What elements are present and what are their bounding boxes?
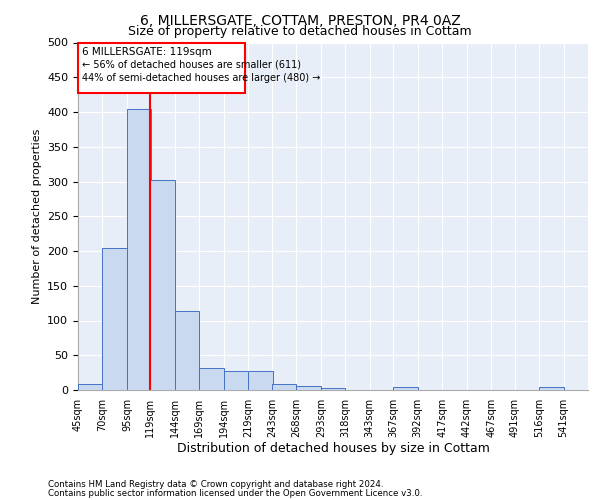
X-axis label: Distribution of detached houses by size in Cottam: Distribution of detached houses by size … (176, 442, 490, 456)
Bar (224, 371, 248, 390)
Text: 6 MILLERSGATE: 119sqm: 6 MILLERSGATE: 119sqm (82, 46, 212, 56)
Bar (103, 248, 127, 390)
Text: Contains public sector information licensed under the Open Government Licence v3: Contains public sector information licen… (48, 488, 422, 498)
FancyBboxPatch shape (78, 42, 245, 92)
Bar (321, 388, 345, 390)
Bar (127, 108, 151, 390)
Bar (539, 386, 563, 390)
Text: Contains HM Land Registry data © Crown copyright and database right 2024.: Contains HM Land Registry data © Crown c… (48, 480, 383, 489)
Text: 6, MILLERSGATE, COTTAM, PRESTON, PR4 0AZ: 6, MILLERSGATE, COTTAM, PRESTON, PR4 0AZ (140, 14, 460, 28)
Text: 44% of semi-detached houses are larger (480) →: 44% of semi-detached houses are larger (… (82, 73, 320, 83)
Bar (248, 371, 273, 390)
Y-axis label: Number of detached properties: Number of detached properties (32, 128, 41, 304)
Text: Size of property relative to detached houses in Cottam: Size of property relative to detached ho… (128, 25, 472, 38)
Bar (78, 384, 103, 390)
Text: ← 56% of detached houses are smaller (611): ← 56% of detached houses are smaller (61… (82, 60, 301, 70)
Bar (296, 386, 321, 390)
Bar (175, 312, 199, 390)
Bar (151, 180, 175, 390)
Bar (199, 368, 224, 390)
Bar (272, 384, 296, 390)
Bar (393, 386, 418, 390)
